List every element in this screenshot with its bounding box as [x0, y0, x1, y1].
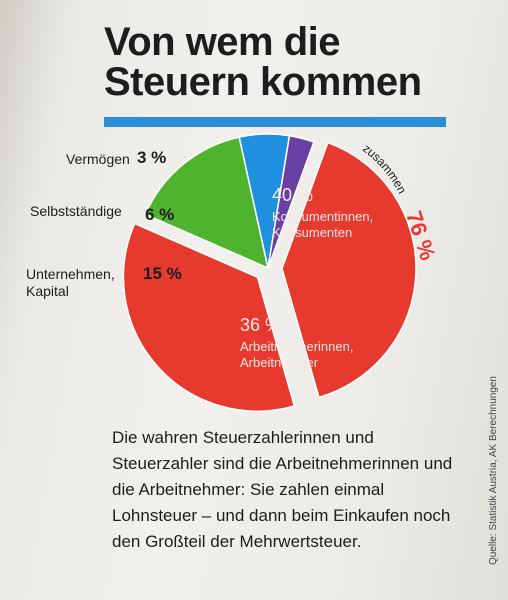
description-text: Die wahren Steuerzahlerinnen und Steuerz…: [112, 428, 453, 551]
label-konsum-line-1: Konsumentinnen,: [272, 209, 374, 224]
label-unternehmen-line-1: Unternehmen,: [26, 266, 115, 282]
label-arbeit-line-2: Arbeitnehmer: [240, 355, 319, 370]
value-vermoegen: 3 %: [137, 148, 167, 167]
label-selbststaendige: Selbstständige: [30, 203, 122, 219]
label-konsum: 40 % Konsumentinnen, Konsumenten: [272, 185, 373, 241]
value-arbeit: 36 %: [240, 315, 282, 335]
value-selbststaendige: 6 %: [145, 205, 175, 224]
label-vermoegen: Vermögen: [66, 151, 130, 167]
title-line-1: Von wem die: [104, 20, 341, 64]
label-konsum-line-2: Konsumenten: [272, 225, 353, 240]
label-unternehmen: Unternehmen, Kapital: [26, 266, 115, 300]
chart-title: Von wem die Steuern kommen: [104, 22, 422, 102]
title-line-2: Steuern kommen: [104, 60, 422, 104]
label-arbeit: 36 % Arbeitnehmerinnen, Arbeitnehmer: [240, 315, 353, 371]
pie-slice-0: [281, 141, 417, 399]
value-unternehmen: 15 %: [143, 264, 182, 283]
pie-slice-1: [122, 222, 296, 412]
label-arbeit-line-1: Arbeitnehmerinnen,: [240, 339, 354, 354]
value-konsum: 40 %: [272, 185, 314, 205]
source-note: Quelle: Statistik Austria, AK Berechnung…: [488, 376, 499, 565]
label-unternehmen-line-2: Kapital: [26, 283, 69, 299]
pie-slices: [122, 133, 417, 412]
title-underline: [104, 117, 446, 127]
pie-slice-2: [144, 136, 270, 270]
pie-slice-4: [267, 134, 315, 269]
